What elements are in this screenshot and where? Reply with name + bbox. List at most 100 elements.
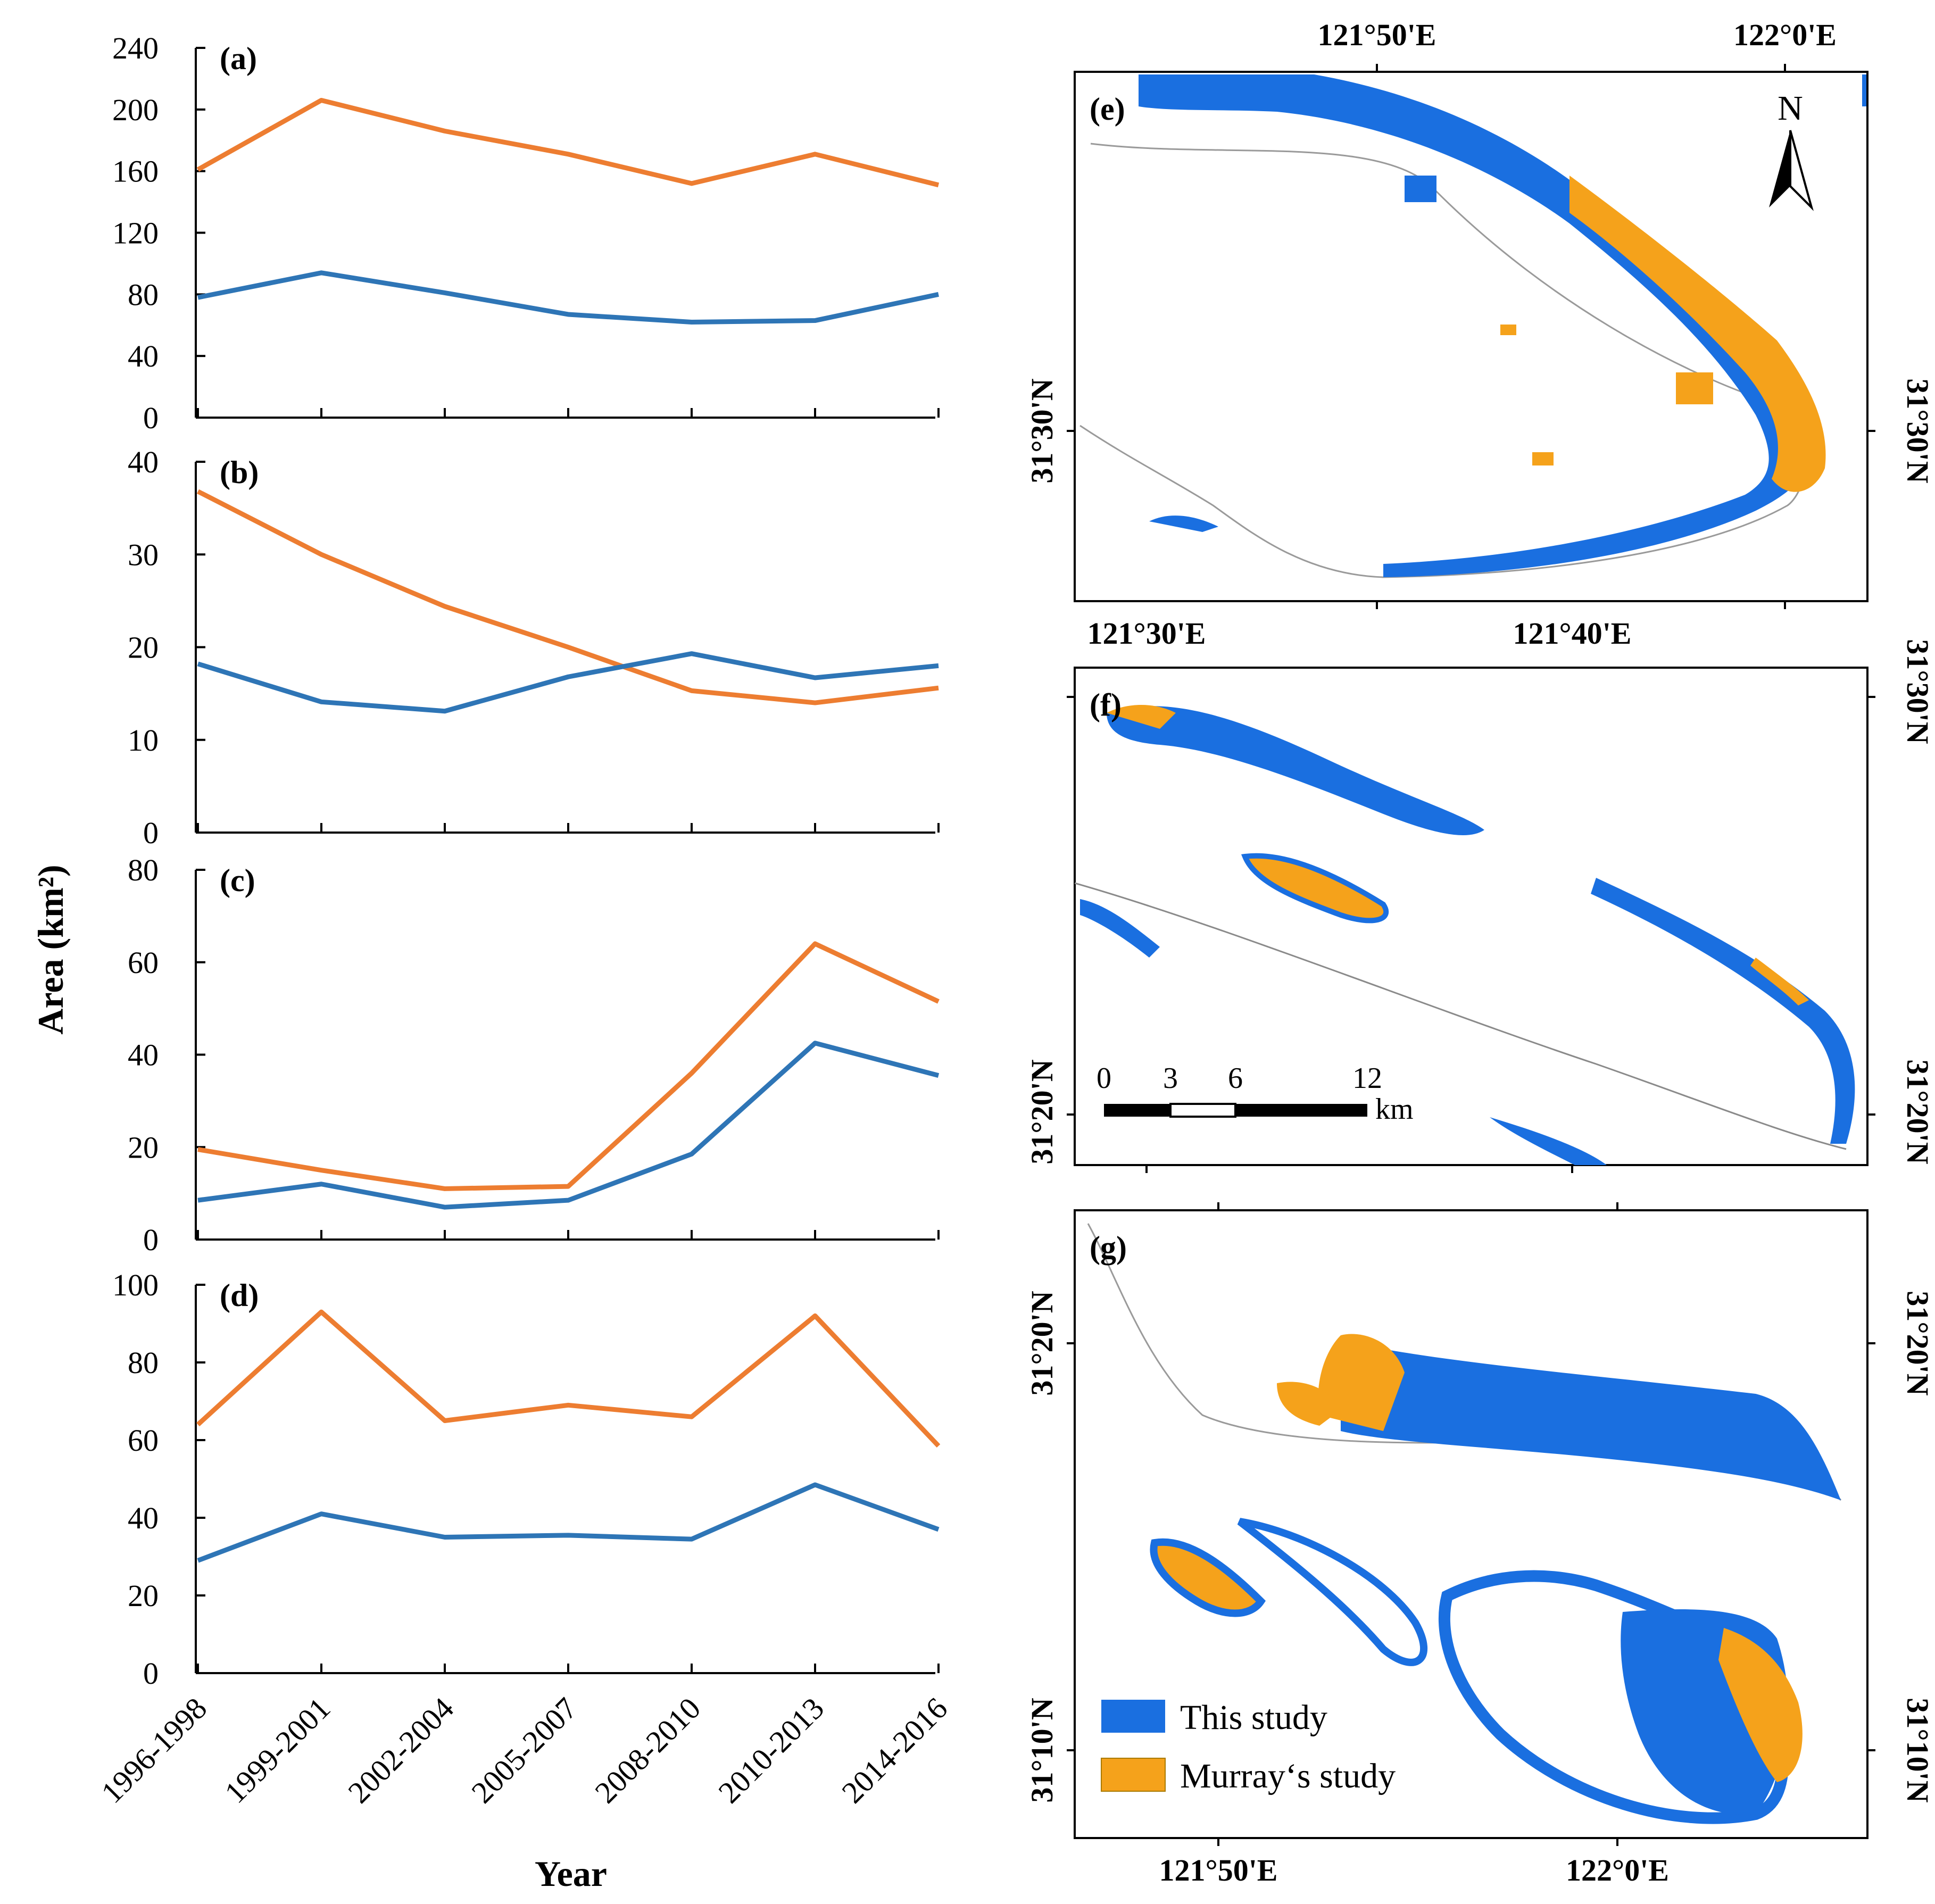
x-tick-label: 1999-2001 <box>218 1691 337 1810</box>
map-e-label: (e) <box>1090 92 1125 127</box>
map-f-shoal-south <box>1490 1117 1607 1165</box>
legend: This study Murray‘s study <box>1101 1698 1396 1795</box>
x-tick-label: 1996-1998 <box>95 1691 214 1810</box>
map-g-tidal-flat-murray <box>1318 1334 1405 1431</box>
y-tick-label: 30 <box>128 537 159 572</box>
chart-panel: 0 20 40 60 80 (c) <box>128 853 940 1257</box>
legend-swatch-murray <box>1101 1758 1166 1792</box>
map-f: (f) 121°30'E 121°40'E 31°20'N 31°30'N 3 1… <box>1025 616 1935 1173</box>
map-g: (g) 31°20'N 31°10'N 31°20'N 31°10'N 121°… <box>1025 1202 1935 1888</box>
series-line <box>197 1482 940 1563</box>
north-arrow-icon-outline <box>1789 130 1814 211</box>
series-line <box>197 1041 940 1210</box>
x-tick-label: 2010-2013 <box>712 1691 831 1810</box>
north-arrow-icon <box>1769 130 1790 207</box>
map-g-label: (g) <box>1090 1230 1127 1265</box>
map-f-shoal-north <box>1107 706 1484 835</box>
map-g-shoal-east-murray <box>1718 1628 1803 1782</box>
map-g-left-coord-2: 31°10'N <box>1025 1698 1059 1802</box>
series-line <box>196 97 940 188</box>
scale-label-0: 0 <box>1097 1062 1111 1095</box>
y-tick-label: 120 <box>112 216 159 251</box>
map-e-right-coord: 31°30'N <box>1900 378 1935 483</box>
y-axis-label: Area (km²) <box>30 864 71 1034</box>
series-line <box>197 651 939 714</box>
panel-label: (b) <box>220 455 259 490</box>
line-charts: 0 40 80 120 160 200 240 (a) 0 10 20 30 40 (b) 0 20 40 60 8… <box>95 31 954 1810</box>
y-tick-label: 40 <box>128 1038 159 1072</box>
map-f-left-coord: 31°20'N <box>1025 1059 1059 1164</box>
legend-label-murray: Murray‘s study <box>1180 1757 1396 1795</box>
map-g-tidal-flat-this-study <box>1341 1341 1841 1500</box>
panel-label: (c) <box>220 863 255 898</box>
y-tick-label: 0 <box>143 1223 159 1257</box>
map-f-label: (f) <box>1090 687 1122 722</box>
y-tick-label: 0 <box>143 1656 159 1691</box>
y-tick-label: 40 <box>128 339 159 373</box>
series-line <box>197 941 940 1191</box>
map-f-shoal-north-fringe <box>1107 705 1176 729</box>
map-f-channel-outline <box>1074 882 1847 1150</box>
map-e-top-coord-2: 122°0'E <box>1733 18 1837 52</box>
map-g-right-coord-2: 31°10'N <box>1900 1698 1935 1802</box>
panel-label: (d) <box>220 1278 259 1313</box>
y-tick-label: 160 <box>112 154 159 189</box>
legend-label-this-study: This study <box>1180 1698 1327 1737</box>
map-f-shoal-east <box>1591 878 1855 1144</box>
map-e-left-coord: 31°30'N <box>1025 378 1059 483</box>
y-tick-label: 20 <box>128 630 159 665</box>
north-arrow: N <box>1769 89 1814 211</box>
chart-panel: 0 40 80 120 160 200 240 (a) <box>112 31 940 435</box>
y-tick-label: 240 <box>112 31 159 65</box>
x-tick-label: 2008-2010 <box>588 1691 708 1810</box>
map-g-shoal-small <box>1150 1538 1266 1617</box>
y-tick-label: 0 <box>143 816 159 850</box>
map-g-right-coord-1: 31°20'N <box>1900 1291 1935 1395</box>
series-line <box>197 270 939 325</box>
map-e-shoal <box>1149 516 1218 532</box>
y-tick-label: 40 <box>128 445 159 479</box>
scale-label-3: 3 <box>1163 1062 1178 1095</box>
map-f-right-coord-1: 31°30'N <box>1900 639 1935 744</box>
scale-bar-segment <box>1169 1103 1236 1118</box>
map-e: (e) 121°50'E 122°0'E 31°30'N 31°30'N N <box>1025 18 1935 609</box>
y-tick-label: 60 <box>128 1423 159 1458</box>
y-tick-label: 10 <box>128 723 159 758</box>
x-axis-label: Year <box>535 1853 607 1894</box>
y-tick-label: 40 <box>128 1501 159 1535</box>
y-tick-label: 80 <box>128 277 159 312</box>
series-line <box>196 489 939 705</box>
panel-label: (a) <box>220 41 257 76</box>
series-line <box>196 1309 941 1448</box>
y-tick-label: 80 <box>128 853 159 887</box>
map-f-shoal-west <box>1080 899 1160 958</box>
scale-bar: 0 3 6 12 km <box>1097 1062 1414 1126</box>
map-e-tidal-flat-murray <box>1569 176 1826 492</box>
north-label: N <box>1778 89 1803 128</box>
y-tick-label: 200 <box>112 93 159 127</box>
map-e-patch <box>1532 452 1554 465</box>
map-g-tidal-flat-murray <box>1277 1382 1341 1426</box>
x-tick-label: 2014-2016 <box>835 1691 954 1810</box>
y-tick-label: 100 <box>112 1268 159 1302</box>
map-g-shoal-loop-1 <box>1237 1518 1428 1666</box>
scale-bar-segment <box>1235 1104 1367 1117</box>
scale-label-12: 12 <box>1352 1062 1382 1095</box>
map-e-patch <box>1500 325 1516 335</box>
y-tick-label: 20 <box>128 1578 159 1613</box>
chart-panel: 0 10 20 30 40 (b) <box>128 445 940 850</box>
map-f-top-coord-2: 121°40'E <box>1513 616 1632 651</box>
map-g-bottom-coord-1: 121°50'E <box>1159 1853 1278 1888</box>
map-e-patch <box>1405 176 1436 202</box>
map-f-shoal-mid <box>1241 853 1389 924</box>
map-g-bottom-coord-2: 122°0'E <box>1566 1853 1669 1888</box>
scale-label-6: 6 <box>1228 1062 1243 1095</box>
y-tick-label: 60 <box>128 945 159 980</box>
y-tick-label: 20 <box>128 1130 159 1165</box>
scale-unit: km <box>1375 1093 1414 1126</box>
chart-panel: 0 20 40 60 80 100 (d) 1996-1998 1999-2001 2002-20… <box>95 1268 954 1810</box>
map-f-top-coord-1: 121°30'E <box>1087 616 1206 651</box>
x-tick-label: 2002-2004 <box>342 1691 461 1810</box>
legend-swatch-this-study <box>1101 1700 1165 1733</box>
map-f-shoal-east-fringe <box>1750 958 1809 1005</box>
